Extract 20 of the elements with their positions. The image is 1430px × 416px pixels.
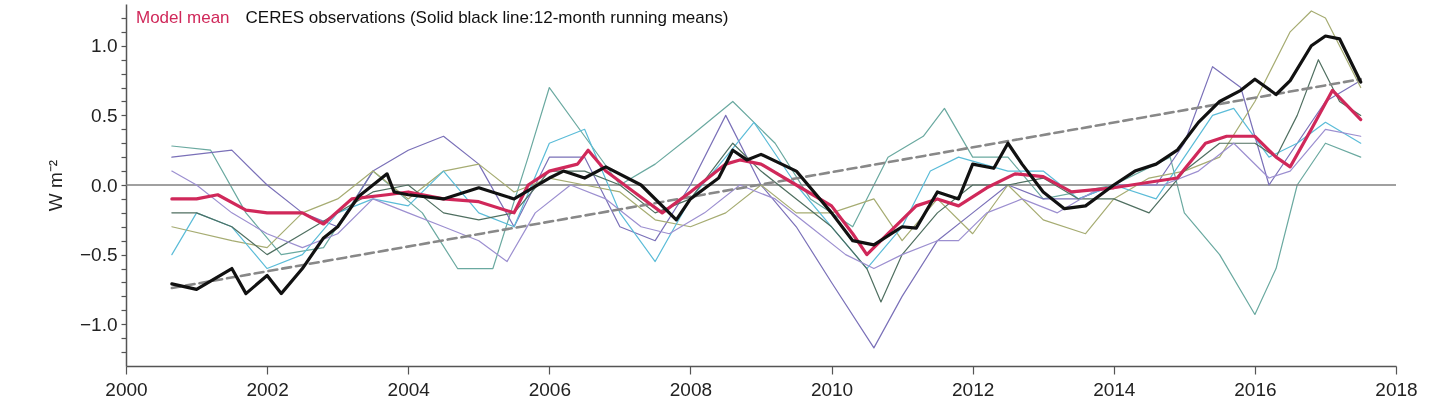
x-tick-label: 2012 — [952, 378, 995, 400]
x-tick-label: 2002 — [246, 378, 289, 400]
text: Model mean — [136, 8, 230, 27]
x-tick-label: 2000 — [105, 378, 148, 400]
y-tick-label: −0.5 — [79, 244, 118, 266]
x-tick-label: 2018 — [1375, 378, 1418, 400]
x-tick-label: 2006 — [528, 378, 571, 400]
line-series — [170, 88, 1363, 257]
y-tick-label: 1.0 — [91, 35, 118, 57]
x-tick-label: 2004 — [387, 378, 431, 400]
x-tick-label: 2016 — [1234, 378, 1277, 400]
y-axis-title: W m⁻² — [44, 159, 66, 212]
line-series — [171, 66, 1362, 349]
x-tick-label: 2008 — [669, 378, 713, 400]
y-tick-label: 0.5 — [91, 104, 118, 126]
text: CERES observations (Solid black line:12-month running means) — [245, 8, 729, 27]
y-tick-label: −1.0 — [79, 313, 118, 335]
x-tick-label: 2014 — [1093, 378, 1136, 400]
y-tick-label: 0.0 — [91, 174, 118, 196]
x-tick-label: 2010 — [810, 378, 854, 400]
